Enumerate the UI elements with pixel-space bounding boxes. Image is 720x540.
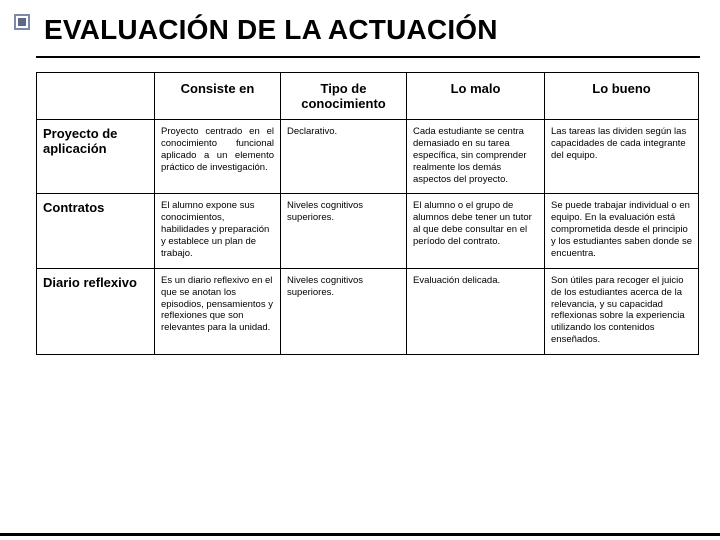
title-underline [36,56,700,58]
table-header-empty [37,73,155,120]
table-header-tipo: Tipo de conocimiento [281,73,407,120]
row-head: Contratos [37,194,155,268]
footer-line [0,533,720,536]
table-header-bueno: Lo bueno [545,73,699,120]
row-head: Proyecto de aplicación [37,120,155,194]
cell: El alumno expone sus conocimientos, habi… [155,194,281,268]
table-row: Contratos El alumno expone sus conocimie… [37,194,699,268]
page-title: EVALUACIÓN DE LA ACTUACIÓN [44,14,498,46]
table-row: Diario reflexivo Es un diario reflexivo … [37,268,699,354]
cell: Se puede trabajar individual o en equipo… [545,194,699,268]
cell: Niveles cognitivos superiores. [281,268,407,354]
cell: Es un diario reflexivo en el que se anot… [155,268,281,354]
cell: Declarativo. [281,120,407,194]
cell: Proyecto centrado en el conocimiento fun… [155,120,281,194]
cell: Las tareas las dividen según las capacid… [545,120,699,194]
cell: Cada estudiante se centra demasiado en s… [407,120,545,194]
cell: Evaluación delicada. [407,268,545,354]
bullet-icon [14,14,30,30]
cell: Son útiles para recoger el juicio de los… [545,268,699,354]
table-header-malo: Lo malo [407,73,545,120]
evaluation-table: Consiste en Tipo de conocimiento Lo malo… [36,72,699,355]
row-head: Diario reflexivo [37,268,155,354]
cell: Niveles cognitivos superiores. [281,194,407,268]
table-row: Proyecto de aplicación Proyecto centrado… [37,120,699,194]
cell: El alumno o el grupo de alumnos debe ten… [407,194,545,268]
table-header-consiste: Consiste en [155,73,281,120]
table-header-row: Consiste en Tipo de conocimiento Lo malo… [37,73,699,120]
